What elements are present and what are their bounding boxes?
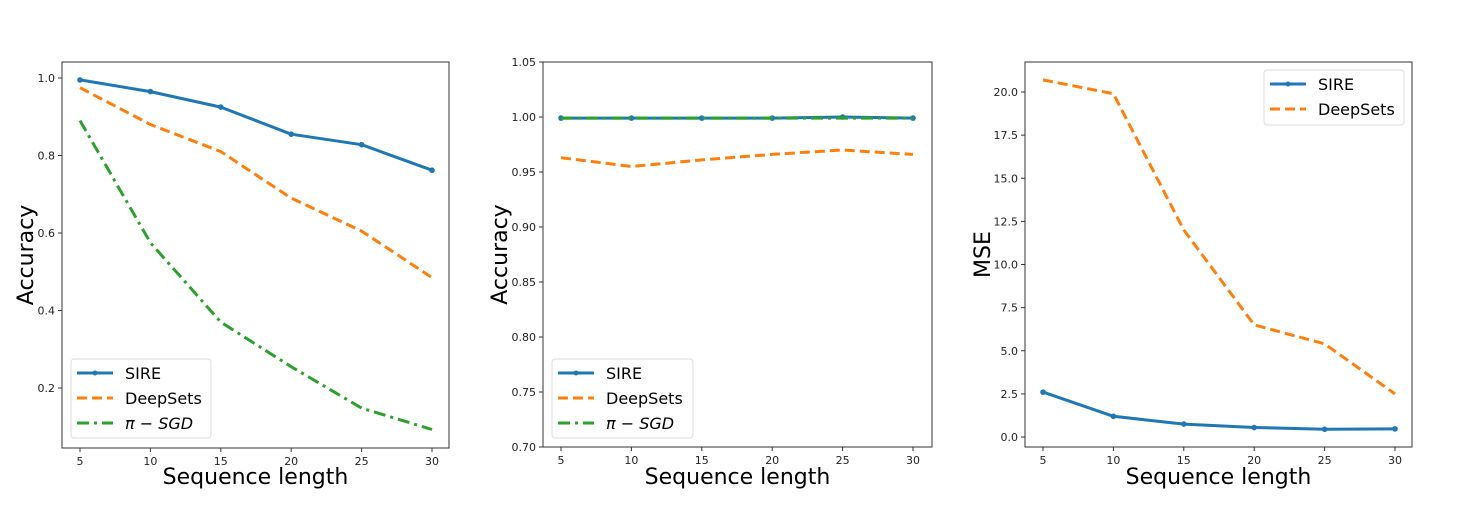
y-tick-label: 0.75 [512,386,537,399]
y-tick-label: 2.5 [1001,388,1019,401]
y-tick-label: 1.00 [512,111,537,124]
y-tick-label: 0.95 [512,166,537,179]
x-tick-label: 5 [1040,454,1047,467]
x-tick-label: 15 [214,455,228,468]
y-tick-label: 0.80 [512,331,537,344]
legend-label: SIRE [125,364,161,383]
legend: SIRE DeepSets [1263,69,1405,126]
legend-label: π − SGD [606,414,674,433]
x-tick-label: 25 [1318,454,1332,467]
x-tick-label: 10 [143,455,157,468]
x-tick-label: 15 [1177,454,1191,467]
x-tick-label: 5 [558,454,565,467]
x-axis-label: Sequence length [645,465,831,490]
legend-label: DeepSets [1318,100,1395,119]
y-tick-label: 12.5 [994,215,1019,228]
x-tick-label: 10 [624,454,638,467]
legend-label: π − SGD [125,414,193,433]
y-tick-label: 20.0 [994,86,1019,99]
x-tick-label: 30 [425,455,439,468]
x-axis-label: Sequence length [1126,465,1312,490]
y-tick-label: 1.0 [38,72,56,85]
series-line [79,78,433,172]
legend: SIRE DeepSets π − SGD [70,358,212,439]
x-tick-label: 30 [906,454,920,467]
data-point [1040,389,1046,395]
chart-panel-2: 5 10 15 20 25 30 0.70 0.75 0.80 0.85 0.90 0.95 1.00 1… [488,56,933,490]
data-point [1110,413,1117,420]
y-tick-label: 0.4 [38,305,56,318]
y-axis-label: Accuracy [14,205,39,305]
series-line [79,86,433,279]
x-tick-label: 25 [355,455,369,468]
chart-panel-1: 5 10 15 20 25 30 0.2 0.4 0.6 0.8 1.0 Sequence lengt… [14,61,450,490]
x-tick-label: 5 [77,455,84,468]
series-line [78,119,433,431]
y-tick-label: 0.70 [512,441,537,454]
y-axis-label: Accuracy [488,204,513,304]
x-axis-label: Sequence length [163,465,349,490]
y-tick-label: 0.85 [512,276,537,289]
x-tick-label: 20 [765,454,779,467]
y-tick-label: 0.6 [38,227,56,240]
x-tick-label: 30 [1388,454,1402,467]
legend-label: DeepSets [606,389,683,408]
y-tick-label: 5.0 [1001,345,1019,358]
data-point [1181,421,1187,427]
data-point [1392,426,1398,432]
data-point [1251,424,1257,431]
series-line [1042,78,1396,396]
plot-frame [61,61,450,449]
plot-frame [1024,61,1413,448]
data-point [358,141,365,148]
y-tick-label: 15.0 [994,172,1019,185]
y-axis-label: MSE [971,231,996,278]
y-tick-label: 0.90 [512,221,537,234]
y-tick-label: 0.2 [38,382,56,395]
legend-label: SIRE [1318,75,1354,94]
x-tick-label: 15 [695,454,709,467]
legend-label: DeepSets [125,389,202,408]
x-tick-label: 25 [836,454,850,467]
y-tick-label: 7.5 [1001,302,1019,315]
y-tick-label: 1.05 [512,56,537,69]
data-point [147,88,154,95]
chart-panel-3: 5 10 15 20 25 30 0.0 2.5 5.0 7.5 10.0 12.5 15.0 17.5 2… [971,61,1413,490]
series-line [560,148,914,168]
plot-frame [542,61,933,448]
legend: SIRE DeepSets π − SGD [551,358,694,439]
data-point [218,104,224,110]
data-point [77,77,83,83]
y-tick-label: 17.5 [994,129,1019,142]
y-tick-label: 0.8 [38,150,56,163]
y-tick-label: 0.0 [1001,431,1019,444]
series-line [1042,390,1396,431]
x-tick-label: 20 [284,455,298,468]
data-point [429,167,435,174]
x-tick-label: 20 [1247,454,1261,467]
y-tick-label: 10.0 [994,259,1019,272]
data-point [1321,426,1328,433]
x-tick-label: 10 [1106,454,1120,467]
legend-label: SIRE [606,364,642,383]
data-point [288,131,295,137]
